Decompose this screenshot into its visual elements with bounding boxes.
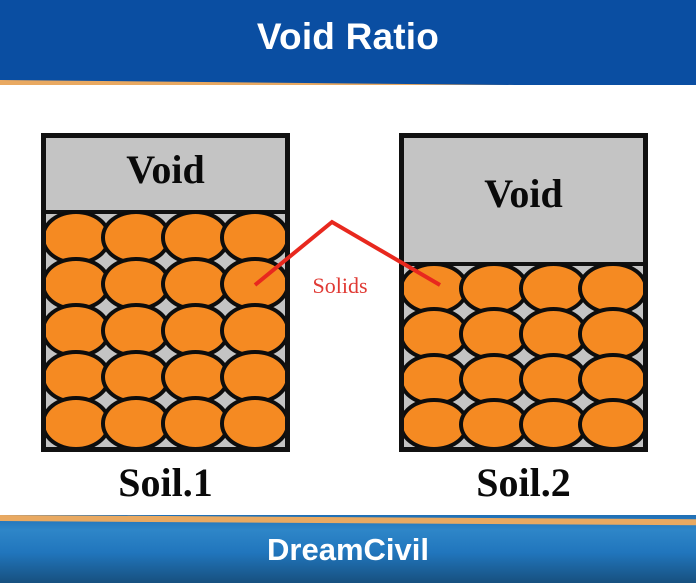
grain-row	[46, 349, 285, 405]
grain-row	[46, 256, 285, 312]
specimen-soil-2: Void Soil.2	[399, 133, 648, 508]
soil-grain	[578, 307, 643, 361]
solids-label: Solids	[312, 273, 368, 298]
grain-row	[404, 262, 643, 316]
header-banner: Void Ratio	[0, 0, 696, 85]
footer-divider-rule	[0, 515, 696, 526]
grain-row	[46, 303, 285, 358]
grain-row	[404, 352, 643, 406]
soil-grain	[458, 397, 529, 447]
grain-row	[46, 210, 285, 265]
soil-grain	[578, 397, 643, 447]
soil-grain	[220, 396, 285, 447]
grain-row	[404, 397, 643, 447]
soil-grain	[578, 352, 643, 406]
grain-row	[404, 307, 643, 361]
soil-1-void-label: Void	[126, 147, 205, 192]
diagram-stage: Void Soil.1 Void Soil.2 Solids	[0, 85, 696, 515]
soil-2-container: Void	[399, 133, 648, 452]
soil-grain	[100, 210, 171, 265]
soil-grain	[518, 307, 589, 361]
soil-2-grain-grid	[404, 262, 643, 447]
brand-name: DreamCivil	[267, 532, 429, 567]
soil-1-void-region: Void	[46, 138, 285, 214]
soil-2-caption: Soil.2	[476, 460, 571, 505]
specimen-soil-1: Void Soil.1	[41, 133, 290, 508]
grain-row	[46, 396, 285, 447]
footer-banner: DreamCivil	[0, 515, 696, 583]
soil-grain	[458, 262, 529, 316]
soil-2-void-region: Void	[404, 138, 643, 266]
soil-1-container: Void	[41, 133, 290, 452]
soil-1-grain-grid	[46, 210, 285, 447]
page-title: Void Ratio	[256, 16, 440, 57]
soil-grain	[404, 307, 469, 361]
soil-1-caption: Soil.1	[118, 460, 213, 505]
soil-2-void-label: Void	[484, 171, 563, 216]
